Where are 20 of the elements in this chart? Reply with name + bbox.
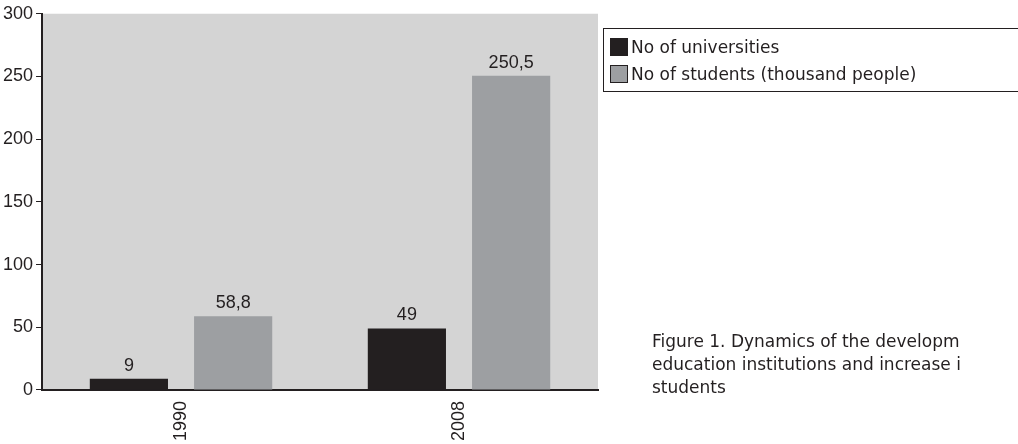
caption: Figure 1. Dynamics of the developm xyxy=(652,330,961,353)
text: education institutions and increase i xyxy=(652,353,961,376)
bar xyxy=(194,316,273,390)
text: 250,5 xyxy=(488,51,534,72)
y-tick-label: 300 xyxy=(2,2,34,23)
legend-label: No of universities xyxy=(631,36,780,57)
text: 49 xyxy=(396,304,417,325)
bar xyxy=(472,75,551,390)
y-tick-label: 200 xyxy=(2,128,34,149)
y-tick-label: 50 xyxy=(13,316,34,337)
y-tick-label: 100 xyxy=(2,253,34,274)
x-tick-label: 2008 xyxy=(447,400,468,441)
text: 58,8 xyxy=(215,292,251,313)
text: 9 xyxy=(123,354,134,375)
y-tick-label: 250 xyxy=(2,65,34,86)
x-tick-label: 1990 xyxy=(169,400,190,441)
legend-label: No of students (thousand people) xyxy=(631,63,917,84)
text: students xyxy=(652,376,727,399)
y-tick-label: 150 xyxy=(2,190,34,211)
y-tick-label: 0 xyxy=(23,378,34,399)
